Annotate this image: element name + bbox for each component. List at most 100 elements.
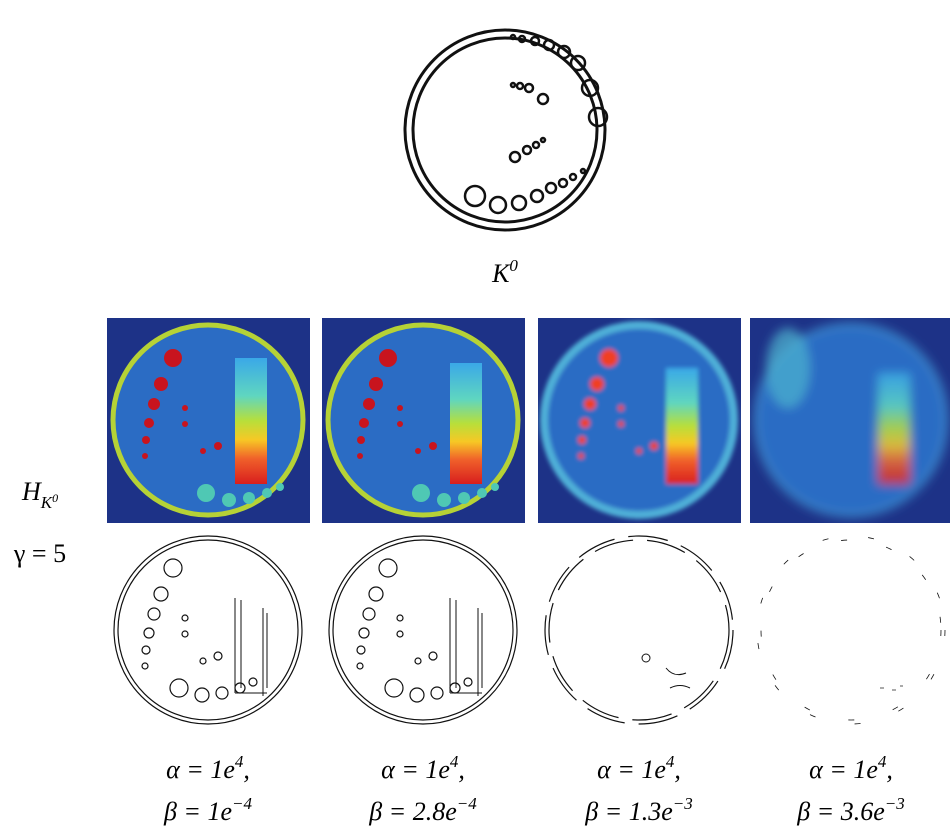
spot — [262, 488, 272, 498]
bar — [666, 368, 698, 484]
edge-hole — [182, 631, 188, 637]
figure: K0 HK0 γ = 5 α = 1e4,β = 1e−4α = 1e4,β =… — [0, 0, 950, 830]
edge-ring — [329, 536, 517, 724]
spot — [142, 436, 150, 444]
spot — [491, 483, 499, 491]
caption-beta: β = 1e−4 — [163, 794, 253, 826]
spot — [477, 488, 487, 498]
hole — [510, 152, 520, 162]
hole — [581, 169, 585, 173]
spot — [357, 436, 365, 444]
hole — [570, 174, 576, 180]
caption-beta: β = 1.3e−3 — [584, 794, 693, 826]
row-label-gamma: γ = 5 — [13, 539, 66, 568]
heatmap-body — [543, 324, 735, 516]
spot — [578, 453, 584, 459]
hole — [512, 196, 526, 210]
hole — [465, 186, 485, 206]
caption-text: β = 2.8e — [368, 797, 457, 826]
edge-hole — [431, 687, 443, 699]
edge-bar — [880, 686, 903, 690]
spot — [618, 405, 624, 411]
edge-hole — [200, 658, 206, 664]
spot — [182, 405, 188, 411]
spot — [369, 377, 383, 391]
hole — [490, 197, 506, 213]
heatmap-body — [755, 324, 947, 516]
spot — [429, 442, 437, 450]
hole — [531, 37, 539, 45]
row-label-h: HK0 — [21, 477, 58, 512]
bar — [450, 363, 482, 484]
caption-alpha: α = 1e4, — [166, 752, 250, 784]
spot — [600, 349, 618, 367]
hole — [531, 190, 543, 202]
caption-text: β = 3.6e — [796, 797, 885, 826]
heatmap — [107, 318, 310, 523]
edge-hole — [379, 559, 397, 577]
edge-hole — [216, 687, 228, 699]
spot — [148, 398, 160, 410]
caption-beta: β = 3.6e−3 — [796, 794, 905, 826]
hole — [525, 84, 533, 92]
caption-tail: , — [243, 755, 250, 784]
edge-ring — [545, 536, 733, 724]
spot — [154, 377, 168, 391]
edge-hole — [235, 683, 245, 693]
hole — [559, 179, 567, 187]
edge-hole — [142, 646, 150, 654]
spot — [650, 442, 658, 450]
edge-hole — [142, 663, 148, 669]
edge-hole — [415, 658, 421, 664]
edge-hole — [363, 608, 375, 620]
spot — [144, 418, 154, 428]
edge-hole — [429, 652, 437, 660]
edge-hole — [397, 631, 403, 637]
caption-text: β = 1.3e — [584, 797, 673, 826]
caption-sup: −4 — [457, 794, 477, 813]
spot — [276, 483, 284, 491]
spot — [222, 493, 236, 507]
spot — [458, 492, 470, 504]
heatmap — [538, 318, 741, 523]
edge-hole — [164, 559, 182, 577]
edge-bar — [235, 598, 267, 696]
heatmap-body — [327, 324, 519, 516]
spot — [357, 453, 363, 459]
edge-ring — [549, 540, 729, 720]
spot — [363, 398, 375, 410]
edge-hole — [214, 652, 222, 660]
spot — [636, 448, 642, 454]
bar — [878, 373, 910, 484]
hole — [538, 94, 548, 104]
spot — [584, 398, 596, 410]
edge-hole — [182, 615, 188, 621]
caption-beta: β = 2.8e−4 — [368, 794, 477, 826]
spot — [415, 448, 421, 454]
edge-hole — [357, 663, 363, 669]
hole — [511, 83, 515, 87]
edge-hole — [369, 587, 383, 601]
spot — [397, 405, 403, 411]
edge-hole — [170, 679, 188, 697]
edge-ring — [761, 540, 941, 720]
edge-hole — [397, 615, 403, 621]
bar — [235, 358, 267, 484]
caption-tail: , — [886, 755, 893, 784]
heatmap-body — [112, 324, 304, 516]
spot — [766, 328, 810, 408]
caption-text: α = 1e — [809, 755, 878, 784]
spot — [397, 421, 403, 427]
edge-hole — [385, 679, 403, 697]
edge-hole — [642, 654, 650, 662]
spot — [142, 453, 148, 459]
edge-hole — [144, 628, 154, 638]
caption-alpha: α = 1e4, — [809, 752, 893, 784]
edge-hole — [357, 646, 365, 654]
spot — [182, 421, 188, 427]
spot — [200, 448, 206, 454]
heatmap — [322, 318, 525, 523]
edge-hole — [154, 587, 168, 601]
hole — [541, 138, 545, 142]
edge-hole — [464, 678, 472, 686]
